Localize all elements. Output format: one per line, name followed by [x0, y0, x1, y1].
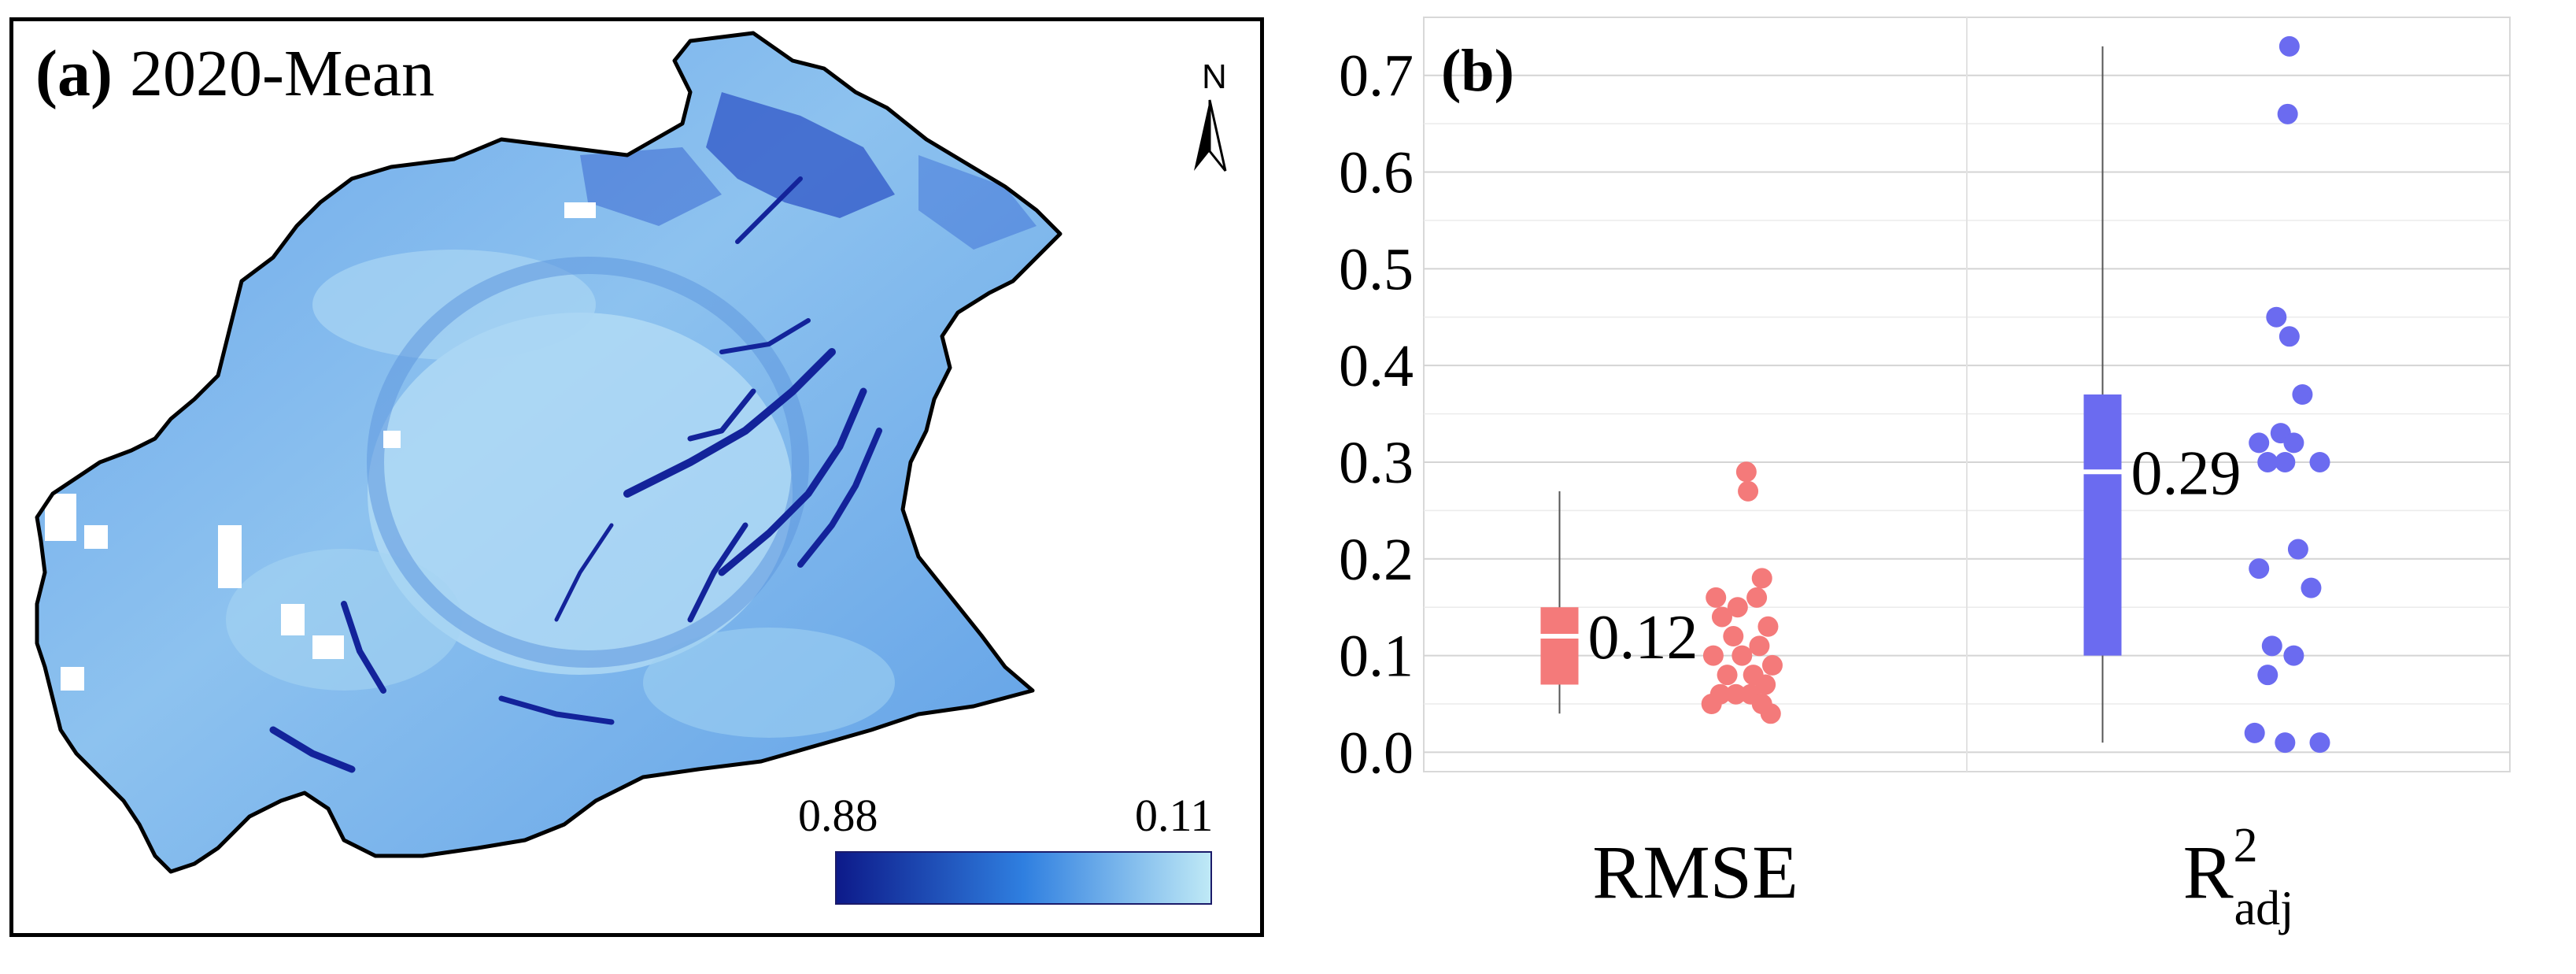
- rmse-point: [1717, 665, 1738, 686]
- north-arrow-icon: [1194, 99, 1227, 172]
- rmse-point: [1738, 480, 1759, 502]
- y-tick-label: 0.6: [1339, 140, 1414, 206]
- boxplot-chart: 0.0 0.1 0.2 0.3 0.4 0.5 0.6 0.7 0.12 0.29 (b) RM…: [1339, 17, 2511, 935]
- y-tick-label: 0.7: [1339, 43, 1414, 109]
- r2adj-point: [2292, 384, 2313, 405]
- rmse-point: [1727, 597, 1748, 618]
- y-tick-label: 0.2: [1339, 527, 1414, 593]
- r2adj-point: [2261, 635, 2282, 657]
- rmse-point: [1725, 683, 1746, 705]
- y-tick-label: 0.4: [1339, 333, 1414, 399]
- r2adj-point: [2257, 451, 2278, 472]
- boxplot-panel: 0.0 0.1 0.2 0.3 0.4 0.5 0.6 0.7 0.12 0.29 (b) RM…: [1288, 0, 2576, 974]
- r2adj-point: [2287, 539, 2308, 560]
- y-tick-label: 0.0: [1339, 720, 1414, 786]
- r2adj-point: [2244, 722, 2265, 743]
- rmse-box: [1540, 607, 1579, 685]
- rmse-point: [1735, 461, 1757, 483]
- basin-outline: [35, 31, 1063, 874]
- points: [1701, 35, 2330, 754]
- map-graphic: [35, 31, 1227, 874]
- map-panel: (a) 2020-Mean N 0.88 0.11: [9, 17, 1264, 937]
- r2adj-point: [2249, 558, 2270, 580]
- legend-max-label: 0.88: [798, 790, 878, 841]
- r2adj-point: [2283, 645, 2304, 666]
- map-title: 2020-Mean: [129, 37, 435, 110]
- rmse-median-label: 0.12: [1588, 603, 1698, 672]
- grid-lines: [1424, 17, 2510, 772]
- rmse-point: [1749, 635, 1770, 657]
- rmse-point: [1702, 645, 1724, 666]
- r2adj-point: [2275, 732, 2296, 754]
- x-axis-label: RMSE: [1592, 830, 1798, 914]
- rmse-point: [1757, 616, 1779, 637]
- rmse-point: [1732, 645, 1753, 666]
- r2adj-point: [2249, 432, 2270, 454]
- x-axis-label: R2 adj: [2183, 819, 2294, 935]
- legend-colorbar: [835, 851, 1212, 905]
- panel-b-label: (b): [1441, 38, 1514, 104]
- panel-a-label: (a): [35, 37, 113, 110]
- north-label: N: [1202, 57, 1227, 96]
- r2adj-point: [2275, 451, 2296, 472]
- r2adj-point: [2283, 432, 2304, 454]
- y-tick-label: 0.5: [1339, 236, 1414, 302]
- rmse-point: [1746, 587, 1768, 608]
- r2adj-point: [2301, 577, 2322, 598]
- boxes: 0.12 0.29: [1540, 46, 2242, 743]
- r2adj-point: [2278, 326, 2300, 347]
- rmse-point: [1761, 654, 1783, 676]
- r2adj-point: [2309, 732, 2330, 754]
- rmse-point: [1701, 694, 1722, 715]
- y-tick-label: 0.3: [1339, 430, 1414, 496]
- legend-min-label: 0.11: [1135, 790, 1214, 841]
- x-axis-labels: RMSE R2 adj: [1592, 819, 2293, 935]
- rmse-point: [1751, 568, 1772, 589]
- rmse-point: [1755, 674, 1776, 695]
- map-panel-title: (a) 2020-Mean: [35, 35, 434, 112]
- y-tick-label: 0.1: [1339, 624, 1414, 690]
- r2adj-point: [2278, 35, 2300, 57]
- r2adj-box: [2083, 394, 2122, 656]
- rmse-point: [1706, 587, 1727, 608]
- y-axis-ticks: 0.0 0.1 0.2 0.3 0.4 0.5 0.6 0.7: [1339, 43, 1414, 787]
- r2adj-point: [2277, 103, 2298, 124]
- rmse-point: [1711, 606, 1732, 628]
- r2adj-median-label: 0.29: [2131, 439, 2242, 508]
- r2adj-point: [2266, 306, 2287, 328]
- r2adj-point: [2257, 665, 2278, 686]
- r2adj-point: [2309, 451, 2330, 472]
- rmse-point: [1760, 703, 1781, 724]
- rmse-point: [1723, 626, 1744, 647]
